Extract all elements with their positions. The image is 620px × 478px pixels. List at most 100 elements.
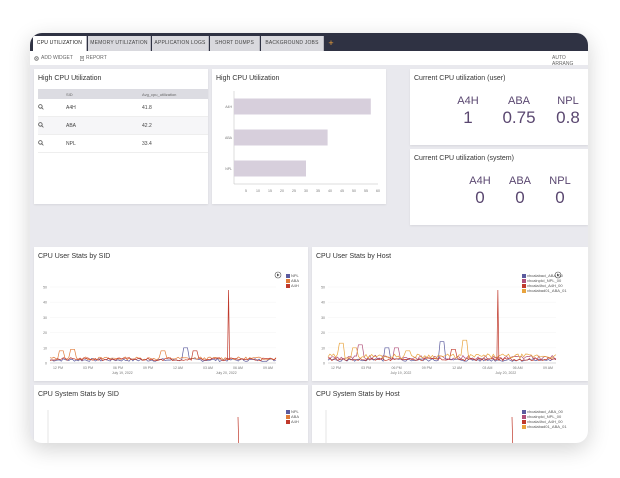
legend-item[interactable]: A4H bbox=[286, 419, 299, 424]
legend-label: vhcala4hci_A4H_00 bbox=[527, 283, 563, 288]
x-date-label: July 20, 2022 bbox=[495, 371, 516, 375]
panel-title: CPU System Stats by SID bbox=[38, 391, 119, 398]
x-tick-label: 12 AM bbox=[452, 366, 462, 370]
column-header-sid: SID bbox=[66, 92, 73, 97]
auto-arrange-button[interactable]: AUTO ARRANG bbox=[552, 55, 588, 67]
chart-legend: NPL ABA A4H bbox=[286, 273, 299, 288]
metric-value: 0.75 bbox=[502, 108, 536, 127]
tab-memory-utilization[interactable]: MEMORY UTILIZATION bbox=[88, 36, 151, 51]
y-tick-label: 0 bbox=[323, 362, 325, 366]
metric-label: A4H bbox=[469, 175, 491, 187]
cell-value: 42.2 bbox=[142, 123, 152, 129]
panel-title: Current CPU utilization (user) bbox=[414, 75, 506, 82]
cpu-system-by-host-panel: CPU System Stats by Host vhcalabaci_ABA_… bbox=[312, 385, 588, 443]
legend-swatch bbox=[522, 278, 526, 283]
report-button[interactable]: REPORT bbox=[80, 55, 107, 61]
x-tick-label: 06 AM bbox=[233, 366, 243, 370]
y-tick-label: 50 bbox=[43, 286, 47, 290]
legend-label: vhcalnplci_NPL_00 bbox=[527, 414, 562, 419]
x-tick-label: 12 PM bbox=[331, 366, 341, 370]
bar-category-label: ABA bbox=[225, 136, 233, 140]
metric-a4h: A4H 0 bbox=[460, 175, 500, 208]
series-spike bbox=[496, 290, 500, 360]
legend-item[interactable]: vhcalnplci_NPL_00 bbox=[522, 414, 567, 419]
legend-label: vhcalabaci_ABA_00 bbox=[527, 273, 563, 278]
y-tick-label: 10 bbox=[43, 346, 47, 350]
series-line bbox=[327, 348, 557, 362]
x-tick-label: 03 AM bbox=[203, 366, 213, 370]
x-date-label: July 20, 2022 bbox=[216, 371, 237, 375]
x-tick-label: 45 bbox=[340, 189, 344, 193]
legend-label: vhcala4hci_A4H_00 bbox=[527, 419, 563, 424]
play-button-icon bbox=[274, 271, 282, 279]
dashboard-window: CPU UTILIZATION MEMORY UTILIZATION APPLI… bbox=[30, 33, 588, 443]
legend-item[interactable]: NPL bbox=[286, 273, 299, 278]
cell-value: 41.8 bbox=[142, 105, 152, 111]
metric-label: ABA bbox=[508, 175, 531, 187]
table-row[interactable]: NPL 33.4 bbox=[38, 135, 208, 153]
cpu-user-by-sid-panel: CPU User Stats by SID 50 40 30 20 10 0 12 PM 03… bbox=[34, 247, 308, 381]
bar bbox=[234, 129, 328, 146]
play-triangle-icon bbox=[557, 273, 560, 277]
toolbar: ADD WIDGET REPORT AUTO ARRANG bbox=[30, 51, 588, 67]
x-tick-label: 10 bbox=[256, 189, 260, 193]
x-tick-label: 03 PM bbox=[361, 366, 371, 370]
legend-label: vhcalabad01_ABA_01 bbox=[527, 288, 567, 293]
legend-swatch bbox=[286, 409, 290, 414]
legend-label: vhcalabad01_ABA_01 bbox=[527, 424, 567, 429]
report-label: REPORT bbox=[86, 55, 107, 61]
add-widget-button[interactable]: ADD WIDGET bbox=[34, 55, 73, 61]
legend-item[interactable]: vhcalabad01_ABA_01 bbox=[522, 424, 567, 429]
metric-aba: ABA 0.75 bbox=[494, 95, 544, 128]
legend-item[interactable]: A4H bbox=[286, 283, 299, 288]
legend-item[interactable]: vhcalabaci_ABA_00 bbox=[522, 273, 567, 278]
legend-item[interactable]: ABA bbox=[286, 278, 299, 283]
legend-item[interactable]: vhcalabad01_ABA_01 bbox=[522, 288, 567, 293]
series-spike bbox=[511, 416, 514, 443]
legend-swatch bbox=[286, 273, 290, 278]
metric-aba: ABA 0 bbox=[500, 175, 540, 208]
metric-value: 0 bbox=[515, 188, 525, 207]
table-row[interactable]: A4H 41.8 bbox=[38, 99, 208, 117]
x-tick-label: 55 bbox=[364, 189, 368, 193]
legend-swatch bbox=[286, 419, 290, 424]
search-icon[interactable] bbox=[38, 140, 44, 148]
legend-swatch bbox=[522, 424, 526, 429]
cpu-system-by-host-chart bbox=[325, 410, 514, 443]
legend-swatch bbox=[522, 414, 526, 419]
x-tick-label: 40 bbox=[328, 189, 332, 193]
add-tab-button[interactable]: + bbox=[328, 38, 334, 48]
x-tick-label: 03 AM bbox=[482, 366, 492, 370]
panel-title: High CPU Utilization bbox=[38, 75, 102, 82]
metric-value: 0 bbox=[475, 188, 485, 207]
legend-item[interactable]: vhcalabaci_ABA_00 bbox=[522, 409, 567, 414]
y-tick-label: 30 bbox=[43, 316, 47, 320]
legend-item[interactable]: vhcalnplci_NPL_00 bbox=[522, 278, 567, 283]
tab-application-logs[interactable]: APPLICATION LOGS bbox=[152, 36, 209, 51]
current-cpu-system-panel: Current CPU utilization (system) A4H 0 A… bbox=[410, 149, 588, 225]
legend-swatch bbox=[522, 419, 526, 424]
column-header-avg-cpu: Avg_cpu_utilization bbox=[142, 92, 177, 97]
chart-legend: NPL ABA A4H bbox=[286, 409, 299, 424]
legend-item[interactable]: vhcala4hci_A4H_00 bbox=[522, 419, 567, 424]
metric-npl: NPL 0.8 bbox=[548, 95, 588, 128]
tab-short-dumps[interactable]: SHORT DUMPS bbox=[210, 36, 260, 51]
legend-item[interactable]: ABA bbox=[286, 414, 299, 419]
x-tick-label: 25 bbox=[292, 189, 296, 193]
y-tick-label: 20 bbox=[321, 331, 325, 335]
panel-title: CPU System Stats by Host bbox=[316, 391, 400, 398]
tab-cpu-utilization[interactable]: CPU UTILIZATION bbox=[33, 36, 87, 51]
cpu-system-by-sid-chart bbox=[47, 410, 240, 443]
bar-category-label: A4H bbox=[225, 105, 232, 109]
legend-item[interactable]: vhcala4hci_A4H_00 bbox=[522, 283, 567, 288]
tab-background-jobs[interactable]: BACKGROUND JOBS bbox=[261, 36, 324, 51]
table-row[interactable]: ABA 42.2 bbox=[38, 117, 208, 135]
search-icon[interactable] bbox=[38, 122, 44, 130]
cell-sid: ABA bbox=[66, 123, 77, 129]
document-icon bbox=[80, 55, 84, 61]
metric-value: 0 bbox=[555, 188, 565, 207]
legend-item[interactable]: NPL bbox=[286, 409, 299, 414]
metric-label: A4H bbox=[457, 95, 479, 107]
cpu-user-by-sid-chart: 50 40 30 20 10 0 12 PM 03 PM 06 PM 09 PM 12 AM 03 A… bbox=[43, 271, 282, 375]
search-icon[interactable] bbox=[38, 104, 44, 112]
